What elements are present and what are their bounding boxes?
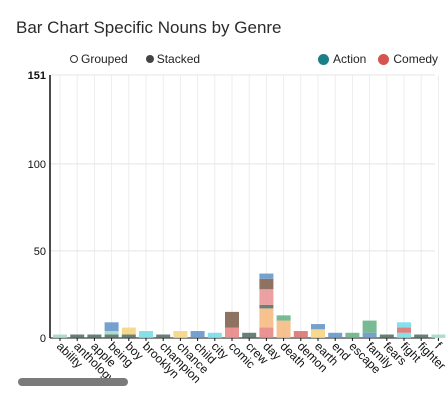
bar-death-segment-0 (276, 320, 291, 338)
bar-child-segment-0 (190, 331, 205, 338)
layout-mode-toggle: Grouped Stacked (70, 52, 218, 66)
bar-fight-segment-1 (397, 327, 411, 333)
bar-crew-segment-0 (242, 332, 257, 338)
legend-swatch-action (318, 53, 329, 65)
bar-day-segment-4 (259, 278, 274, 290)
bar-earth-segment-1 (311, 324, 325, 330)
bar-chance-segment-0 (173, 331, 188, 338)
stacked-radio-label: Stacked (156, 52, 201, 66)
bar-day-segment-0 (259, 327, 274, 338)
bar-family-segment-0 (362, 332, 377, 338)
bar-earth-segment-0 (311, 329, 325, 338)
bar-day-segment-1 (259, 308, 274, 328)
bar-comic-segment-1 (225, 311, 239, 328)
y-tick-label: 151 (28, 70, 46, 82)
legend-label-action: Action (333, 52, 367, 66)
bar-family-segment-1 (362, 320, 377, 333)
bar-boy-segment-1 (121, 327, 136, 335)
stacked-radio[interactable]: Stacked (145, 52, 201, 66)
bar-boy-segment-0 (121, 334, 136, 338)
bar-being-segment-0 (104, 334, 119, 338)
bar-fight-segment-0 (397, 332, 411, 338)
bar-fight-segment-2 (397, 322, 411, 328)
horizontal-scrollbar-thumb[interactable] (18, 378, 128, 386)
legend-item-action[interactable]: Action (318, 52, 366, 66)
bar-anthology-segment-0 (70, 334, 85, 338)
y-tick-label: 100 (28, 159, 46, 171)
y-tick-label: 50 (34, 246, 46, 258)
stacked-radio-circle-icon (145, 55, 154, 63)
bar-champion-segment-0 (156, 334, 171, 338)
bar-ability-segment-0 (53, 334, 67, 338)
legend: Action Comedy (318, 52, 448, 66)
bar-being-segment-1 (104, 331, 119, 335)
x-tick-label-f: f (432, 339, 445, 352)
bar-f-segment-0 (431, 334, 446, 338)
legend-label-comedy: Comedy (393, 52, 439, 66)
y-tick-label: 0 (40, 333, 46, 345)
chart-title: Bar Chart Specific Nouns by Genre (16, 18, 282, 37)
bar-demon-segment-0 (293, 331, 308, 338)
bar-day-segment-3 (259, 289, 274, 305)
bar-day-segment-5 (259, 273, 274, 279)
bar-fighter-segment-0 (414, 334, 429, 338)
bar-being-segment-2 (104, 322, 119, 332)
bar-death-segment-1 (276, 315, 291, 321)
grouped-radio-label: Grouped (81, 52, 128, 66)
bar-fears-segment-0 (379, 334, 394, 338)
grouped-radio-circle-icon (70, 55, 78, 63)
legend-item-comedy[interactable]: Comedy (378, 52, 438, 66)
legend-swatch-comedy (378, 53, 390, 65)
bar-day-segment-2 (259, 304, 274, 309)
grouped-radio[interactable]: Grouped (70, 52, 128, 66)
bar-end-segment-0 (328, 332, 343, 338)
bar-apple-segment-0 (87, 334, 102, 338)
bar-comic-segment-0 (225, 327, 239, 338)
bar-city-segment-0 (207, 332, 222, 338)
bar-escape-segment-0 (345, 332, 360, 338)
bar-brooklyn-segment-0 (139, 331, 153, 338)
